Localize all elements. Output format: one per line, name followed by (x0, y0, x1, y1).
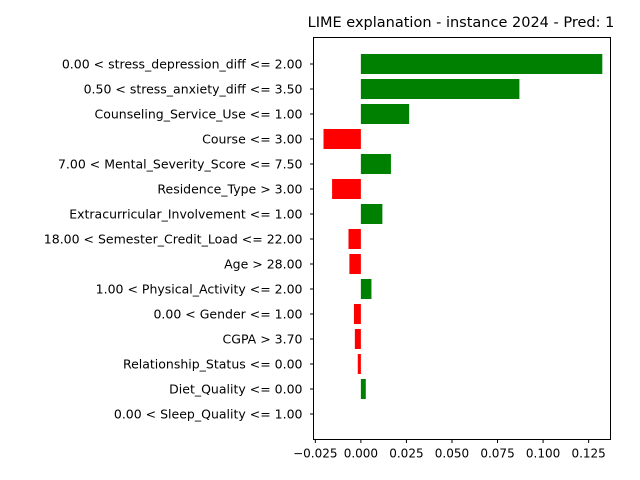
bar-11 (354, 329, 361, 349)
category-label-6: Extracurricular_Involvement <= 1.00 (69, 207, 302, 222)
bar-12 (357, 354, 361, 374)
category-label-7: 18.00 < Semester_Credit_Load <= 22.00 (44, 232, 303, 247)
x-tick-label-5: 0.100 (526, 447, 560, 461)
bar-7 (348, 229, 361, 249)
x-tick-label-0: −0.025 (293, 447, 337, 461)
bar-8 (349, 254, 361, 274)
category-labels: 0.00 < stress_depression_diff <= 2.00 0.5… (44, 57, 314, 422)
bar-5 (332, 179, 361, 199)
bar-13 (360, 379, 366, 399)
bar-0 (360, 54, 603, 74)
bar-10 (353, 304, 361, 324)
chart-title: LIME explanation - instance 2024 - Pred:… (308, 15, 615, 31)
category-label-8: Age > 28.00 (224, 257, 302, 272)
category-label-9: 1.00 < Physical_Activity <= 2.00 (96, 282, 303, 297)
category-label-12: Relationship_Status <= 0.00 (123, 357, 303, 372)
category-label-13: Diet_Quality <= 0.00 (169, 382, 302, 397)
category-label-14: 0.00 < Sleep_Quality <= 1.00 (114, 407, 303, 422)
x-axis: −0.025 0.000 0.025 0.050 0.075 0.100 0.125 (293, 439, 606, 461)
bar-1 (360, 79, 520, 99)
category-label-10: 0.00 < Gender <= 1.00 (153, 307, 302, 322)
x-tick-label-2: 0.025 (389, 447, 423, 461)
plot-frame (313, 37, 611, 440)
category-label-2: Counseling_Service_Use <= 1.00 (94, 107, 302, 122)
bar-4 (360, 154, 391, 174)
category-label-4: 7.00 < Mental_Severity_Score <= 7.50 (58, 157, 303, 172)
bar-2 (360, 104, 410, 124)
x-tick-label-4: 0.075 (480, 447, 514, 461)
x-tick-label-6: 0.125 (571, 447, 605, 461)
category-label-3: Course <= 3.00 (202, 132, 302, 147)
category-label-1: 0.50 < stress_anxiety_diff <= 3.50 (84, 82, 303, 97)
category-label-0: 0.00 < stress_depression_diff <= 2.00 (62, 57, 303, 72)
bar-9 (360, 279, 372, 299)
category-label-5: Residence_Type > 3.00 (157, 182, 302, 197)
x-tick-label-1: 0.000 (344, 447, 378, 461)
bar-3 (323, 129, 361, 149)
category-label-11: CGPA > 3.70 (223, 332, 303, 347)
bar-6 (360, 204, 383, 224)
x-tick-label-3: 0.050 (435, 447, 469, 461)
bars-group (323, 54, 603, 399)
